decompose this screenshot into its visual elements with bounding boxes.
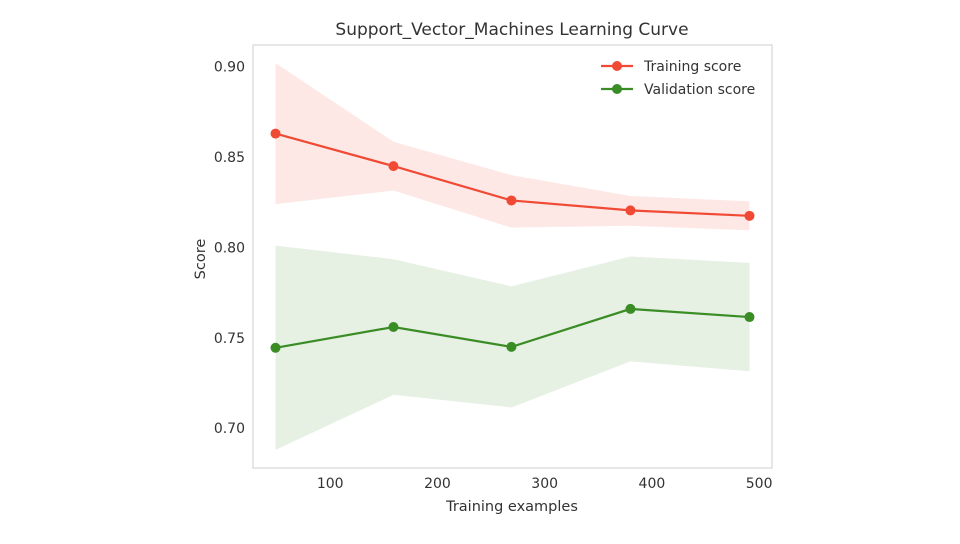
x-tick-label-3: 400 [639, 476, 666, 492]
data-point-1-4 [744, 312, 755, 323]
y-tick-label-4: 0.90 [214, 60, 245, 76]
y-tick-label-3: 0.85 [214, 150, 245, 166]
y-tick-label-2: 0.80 [214, 240, 245, 256]
series-points [270, 128, 755, 353]
legend-marker-1 [612, 84, 622, 94]
data-point-0-3 [625, 205, 636, 216]
x-tick-label-0: 100 [317, 476, 344, 492]
confidence-band-0 [275, 63, 750, 231]
x-axis-label: Training examples [445, 499, 578, 515]
data-point-0-0 [270, 128, 281, 139]
x-tick-label-2: 300 [531, 476, 558, 492]
data-point-1-3 [625, 303, 636, 314]
y-axis-label: Score [193, 239, 209, 280]
x-tick-label-1: 200 [424, 476, 451, 492]
chart-title: Support_Vector_Machines Learning Curve [335, 20, 688, 40]
legend-label-0: Training score [643, 59, 741, 75]
data-point-0-1 [388, 161, 399, 172]
data-point-1-0 [270, 342, 281, 353]
data-point-1-2 [506, 341, 517, 352]
data-point-0-2 [506, 195, 517, 206]
y-tick-label-1: 0.75 [214, 331, 245, 347]
plot-area [252, 44, 773, 469]
legend: Training score Validation score [601, 59, 755, 98]
data-point-0-4 [744, 210, 755, 221]
legend-marker-0 [612, 61, 622, 71]
y-tick-label-0: 0.70 [214, 421, 245, 437]
data-point-1-1 [388, 322, 399, 332]
legend-label-1: Validation score [644, 82, 755, 98]
x-tick-label-4: 500 [746, 476, 773, 492]
tick-labels: 100 200 300 400 500 0.70 0.75 0.80 0.85 0.90 [214, 60, 773, 492]
